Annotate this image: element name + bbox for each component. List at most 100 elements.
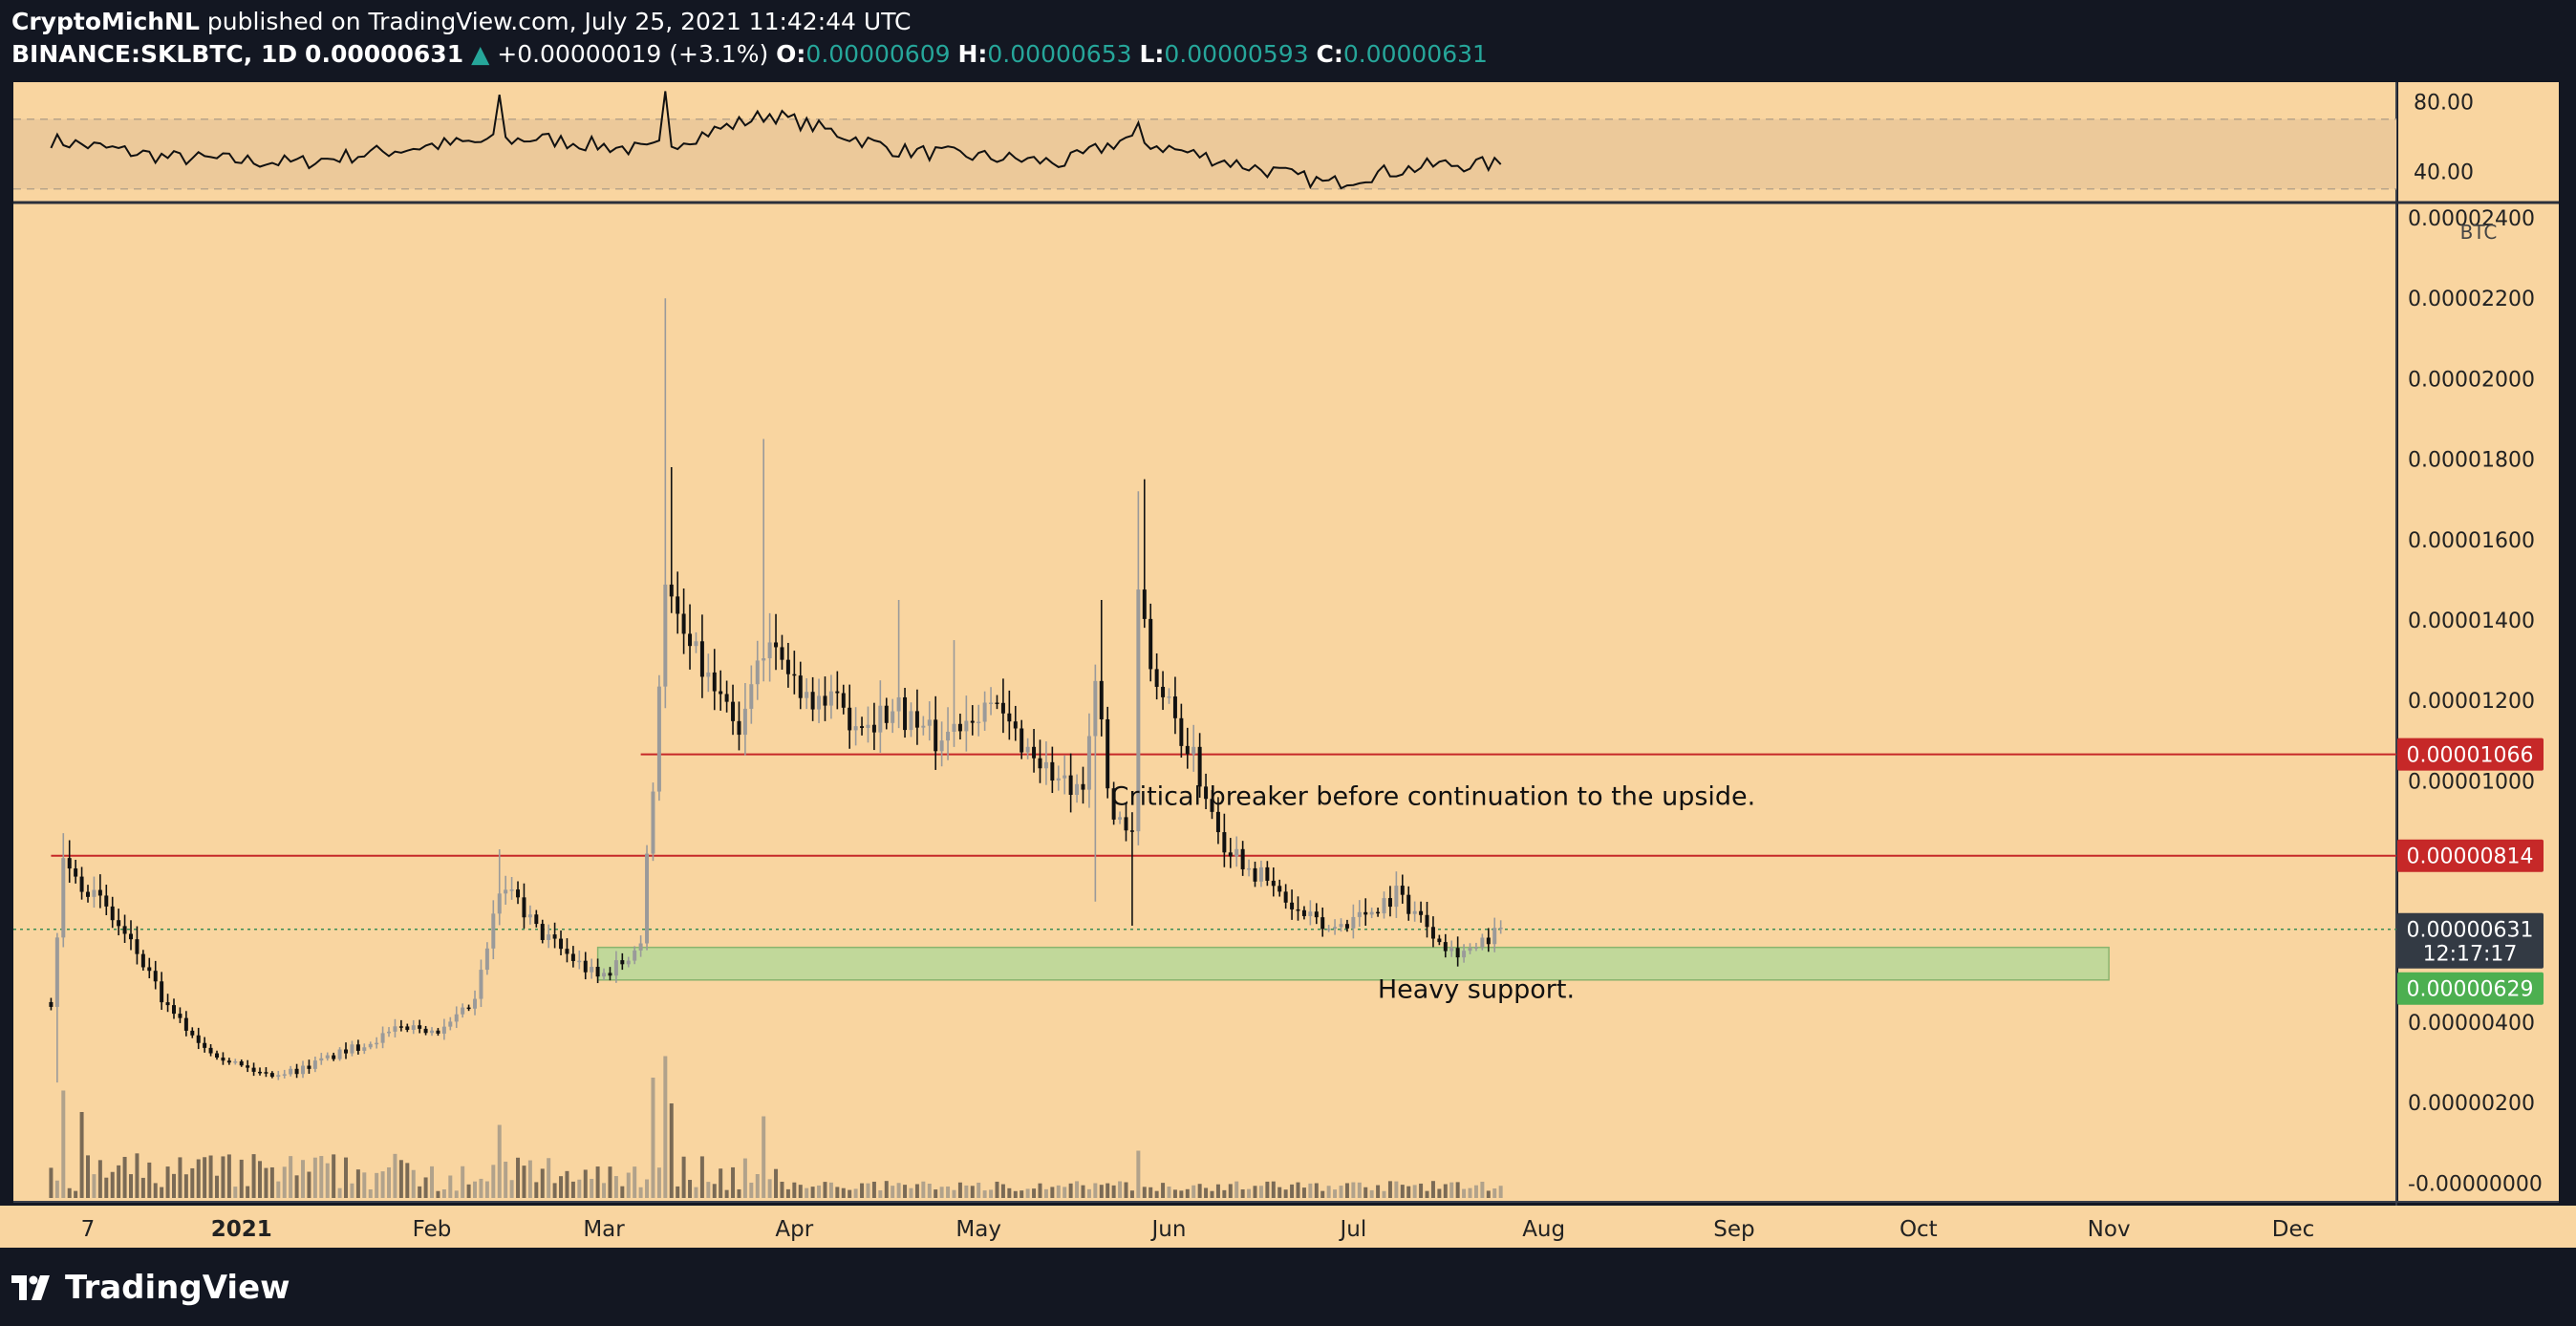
candle-body[interactable]: [1430, 927, 1435, 939]
candle-body[interactable]: [454, 1014, 459, 1022]
candle-body[interactable]: [54, 937, 59, 1007]
candle-body[interactable]: [1271, 880, 1276, 887]
candle-body[interactable]: [97, 889, 102, 896]
resistance-price-label-upper-bg[interactable]: [2397, 738, 2544, 771]
candle-body[interactable]: [294, 1068, 299, 1075]
rsi-line[interactable]: [50, 91, 1502, 190]
candle-body[interactable]: [1167, 696, 1171, 698]
candle-body[interactable]: [1056, 778, 1061, 781]
candle-body[interactable]: [92, 889, 97, 897]
candle-body[interactable]: [1333, 927, 1338, 930]
candle-body[interactable]: [325, 1055, 330, 1059]
candle-body[interactable]: [669, 584, 674, 597]
candle-body[interactable]: [1419, 910, 1424, 915]
candle-body[interactable]: [448, 1021, 453, 1027]
candle-body[interactable]: [1032, 746, 1037, 759]
candle-body[interactable]: [208, 1047, 213, 1054]
candle-body[interactable]: [79, 876, 84, 892]
candle-body[interactable]: [1118, 817, 1123, 820]
candle-body[interactable]: [785, 659, 790, 674]
candle-body[interactable]: [860, 726, 865, 728]
candle-body[interactable]: [1068, 775, 1073, 795]
resistance-price-label-lower[interactable]: 0.00000814: [2407, 845, 2534, 869]
author-name[interactable]: CryptoMichNL: [11, 8, 200, 35]
candle-body[interactable]: [233, 1061, 238, 1063]
candle-body[interactable]: [398, 1026, 403, 1028]
candle-body[interactable]: [368, 1043, 373, 1048]
candle-body[interactable]: [805, 692, 809, 698]
candle-body[interactable]: [430, 1030, 435, 1034]
candle-body[interactable]: [312, 1060, 317, 1069]
candle-body[interactable]: [387, 1031, 392, 1034]
candle-body[interactable]: [258, 1071, 263, 1074]
candle-body[interactable]: [1437, 938, 1442, 943]
candle-body[interactable]: [61, 858, 66, 938]
candle-body[interactable]: [1099, 680, 1104, 719]
price-axis-area[interactable]: [2398, 82, 2559, 1202]
candle-body[interactable]: [522, 897, 526, 918]
candle-body[interactable]: [645, 853, 650, 944]
candle-body[interactable]: [1063, 775, 1067, 779]
candle-body[interactable]: [848, 707, 852, 731]
candle-body[interactable]: [577, 960, 582, 963]
candle-body[interactable]: [165, 1002, 170, 1006]
last-price-label[interactable]: 0.00000631: [2407, 919, 2534, 943]
candle-body[interactable]: [828, 691, 833, 706]
candle-body[interactable]: [719, 691, 723, 695]
candle-body[interactable]: [1376, 911, 1381, 914]
candle-body[interactable]: [74, 868, 78, 877]
candle-body[interactable]: [896, 696, 901, 712]
candle-body[interactable]: [344, 1049, 349, 1054]
candle-body[interactable]: [982, 702, 987, 722]
candle-body[interactable]: [774, 642, 779, 648]
candle-body[interactable]: [767, 642, 772, 659]
candle-body[interactable]: [1191, 746, 1196, 755]
candle-body[interactable]: [1394, 886, 1399, 908]
candle-body[interactable]: [552, 934, 557, 939]
candle-body[interactable]: [117, 920, 121, 927]
candle-body[interactable]: [841, 693, 846, 708]
candle-body[interactable]: [964, 720, 969, 732]
candle-body[interactable]: [688, 633, 693, 647]
candle-body[interactable]: [129, 933, 133, 940]
candle-body[interactable]: [792, 674, 797, 676]
candle-body[interactable]: [1473, 947, 1478, 949]
candle-body[interactable]: [289, 1068, 293, 1075]
candle-body[interactable]: [1129, 830, 1134, 832]
candle-body[interactable]: [178, 1014, 182, 1018]
candle-body[interactable]: [1283, 891, 1288, 903]
candle-body[interactable]: [380, 1033, 385, 1043]
candle-body[interactable]: [810, 692, 815, 710]
candle-body[interactable]: [516, 889, 521, 898]
candle-body[interactable]: [694, 641, 698, 647]
candle-body[interactable]: [411, 1025, 416, 1030]
candle-body[interactable]: [479, 970, 483, 999]
candle-body[interactable]: [122, 926, 127, 934]
candle-body[interactable]: [1161, 686, 1166, 697]
candle-body[interactable]: [1326, 929, 1331, 930]
candle-body[interactable]: [1425, 914, 1429, 928]
candle-body[interactable]: [1093, 680, 1098, 737]
candle-body[interactable]: [67, 858, 72, 869]
candle-body[interactable]: [798, 675, 803, 698]
candle-body[interactable]: [989, 702, 994, 704]
candle-body[interactable]: [742, 708, 747, 736]
candle-body[interactable]: [534, 914, 539, 925]
candle-body[interactable]: [853, 726, 858, 731]
candle-body[interactable]: [1387, 898, 1392, 908]
candle-body[interactable]: [1204, 786, 1209, 800]
candle-body[interactable]: [1020, 728, 1024, 753]
candle-body[interactable]: [1258, 866, 1263, 882]
candle-body[interactable]: [1013, 721, 1018, 729]
candle-body[interactable]: [1486, 937, 1491, 945]
candle-body[interactable]: [570, 953, 575, 961]
candle-body[interactable]: [676, 596, 680, 614]
candle-body[interactable]: [337, 1049, 342, 1059]
candle-body[interactable]: [1050, 761, 1055, 781]
resistance-price-label-upper[interactable]: 0.00001066: [2407, 744, 2534, 768]
candle-body[interactable]: [1247, 867, 1252, 870]
candle-body[interactable]: [350, 1044, 354, 1054]
candle-body[interactable]: [921, 725, 926, 728]
candle-body[interactable]: [927, 719, 932, 726]
